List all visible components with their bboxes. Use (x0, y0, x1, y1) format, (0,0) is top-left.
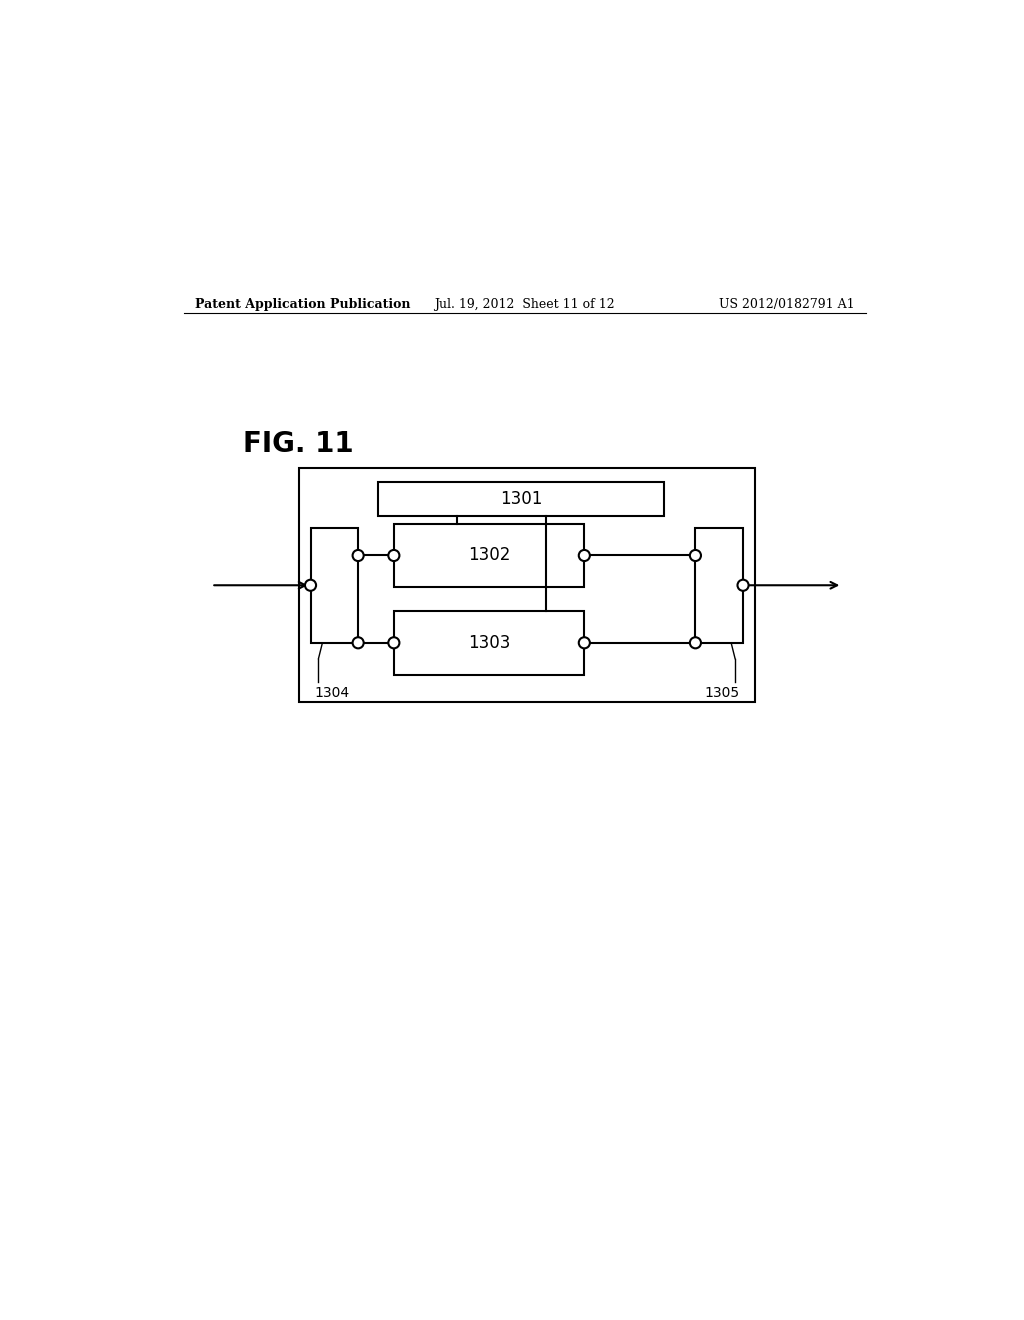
Text: 1302: 1302 (468, 546, 510, 565)
Bar (310, 528, 358, 643)
Text: 1301: 1301 (500, 490, 542, 508)
Text: FIG. 11: FIG. 11 (243, 430, 353, 458)
Circle shape (690, 550, 701, 561)
Text: 1303: 1303 (468, 634, 510, 652)
Bar (378, 483, 664, 516)
Circle shape (737, 579, 749, 591)
Circle shape (305, 579, 316, 591)
Circle shape (579, 550, 590, 561)
Text: 1304: 1304 (314, 686, 349, 701)
Bar (299, 469, 755, 702)
Bar (394, 611, 585, 675)
Circle shape (352, 638, 364, 648)
Circle shape (579, 638, 590, 648)
Text: Jul. 19, 2012  Sheet 11 of 12: Jul. 19, 2012 Sheet 11 of 12 (434, 298, 615, 312)
Text: 1305: 1305 (703, 686, 739, 701)
Text: US 2012/0182791 A1: US 2012/0182791 A1 (719, 298, 854, 312)
Bar (394, 524, 585, 587)
Circle shape (690, 638, 701, 648)
Bar (695, 528, 743, 643)
Circle shape (352, 550, 364, 561)
Text: Patent Application Publication: Patent Application Publication (196, 298, 411, 312)
Circle shape (388, 638, 399, 648)
Circle shape (388, 550, 399, 561)
